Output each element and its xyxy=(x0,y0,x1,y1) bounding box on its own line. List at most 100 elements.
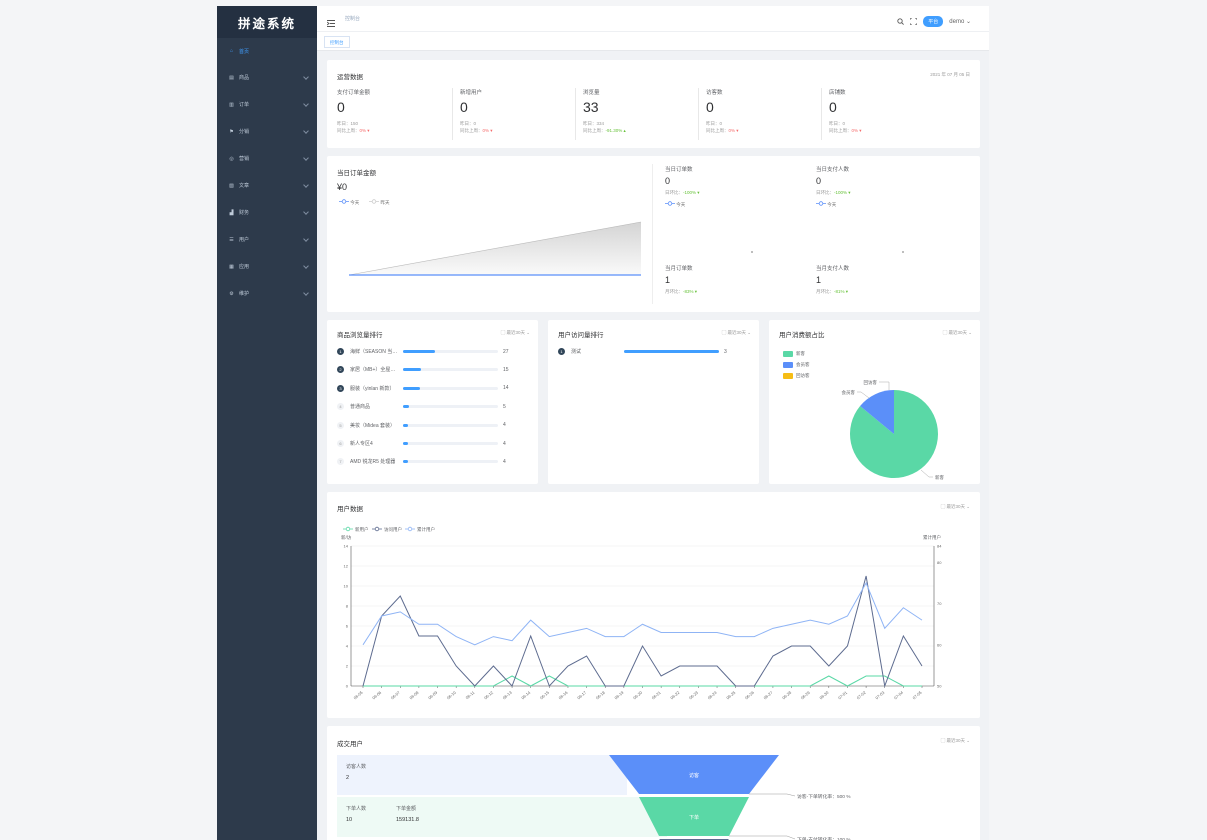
legend-yesterday-label: 昨天 xyxy=(380,200,390,205)
kpi-prev: 昨日：0 xyxy=(706,121,723,126)
chevron-down-icon xyxy=(303,236,309,242)
y-tick-left: 6 xyxy=(346,624,349,629)
orders-value: 10 xyxy=(346,817,353,823)
pie-legend-item[interactable]: 会员客 xyxy=(783,359,810,370)
sidebar-item-home[interactable]: ⌂ 首页 xyxy=(217,38,317,64)
pie-legend-item[interactable]: 回访客 xyxy=(783,370,810,381)
rank-item[interactable]: 6 新人专区4 xyxy=(337,439,400,448)
sidebar-item-app[interactable]: ▦ 应用 xyxy=(217,253,317,280)
sidebar-item-label: 财务 xyxy=(239,210,250,216)
user-data-range-select[interactable]: ▢ 最近30天 ⌄ xyxy=(940,504,970,509)
pie-slice[interactable] xyxy=(860,390,894,434)
kpi-compare-label: 同比上周： xyxy=(829,128,852,133)
rank-name: 测试 xyxy=(571,349,582,355)
metric-legend[interactable]: 今天 xyxy=(816,201,946,208)
sidebar-item-share[interactable]: ⚑ 分销 xyxy=(217,118,317,145)
rank-item[interactable]: 3 服装（yinlan 新款） xyxy=(337,384,400,393)
sidebar-item-user[interactable]: ☰ 用户 xyxy=(217,226,317,253)
rank-value: 5 xyxy=(503,403,506,410)
legend-label: 回访客 xyxy=(796,372,810,378)
x-tick-label: 06-30 xyxy=(818,689,830,700)
x-tick-label: 06-09 xyxy=(427,689,439,700)
metric-label: 当日订单数 xyxy=(665,167,693,173)
funnel-rate-2: 下单-支付转化率：100 % xyxy=(797,836,851,840)
order-icon: ▥ xyxy=(229,101,234,108)
sidebar-item-goods[interactable]: ▤ 商品 xyxy=(217,64,317,91)
search-icon[interactable] xyxy=(897,12,905,30)
kpi-change: 0% ▾ xyxy=(728,128,739,133)
legend-swatch xyxy=(783,350,793,357)
sidebar-item-article[interactable]: ▧ 文章 xyxy=(217,172,317,199)
rank-bar-fill xyxy=(403,442,408,445)
sidebar-item-order[interactable]: ▥ 订单 xyxy=(217,91,317,118)
breadcrumb[interactable]: 控制台 xyxy=(345,16,361,22)
pie-legend-item[interactable]: 新客 xyxy=(783,348,810,359)
today-area-chart xyxy=(349,221,642,276)
legend-yesterday[interactable]: 昨天 xyxy=(369,199,390,206)
x-tick-label: 06-08 xyxy=(408,689,420,700)
goods-icon: ▤ xyxy=(229,74,234,81)
sidebar-item-label: 首页 xyxy=(239,48,250,55)
x-tick-label: 06-20 xyxy=(632,689,644,700)
kpi-value: 0 xyxy=(337,99,345,115)
consume-range-select[interactable]: ▢ 最近30天 ⌄ xyxy=(942,330,972,335)
user-range-select[interactable]: ▢ 最近30天 ⌄ xyxy=(721,330,751,335)
order-amount-value: 159131.8 xyxy=(396,817,419,823)
line-legend-item[interactable]: 访问用户 xyxy=(372,526,402,533)
metric-legend[interactable]: 今天 xyxy=(665,201,795,208)
user-range-label: 最近30天 xyxy=(727,330,746,335)
pie-label-new: 新客 xyxy=(935,474,944,481)
metric-change: -100% ▾ xyxy=(834,190,851,195)
rank-item[interactable]: 4 普通商品 xyxy=(337,402,400,411)
kpi-label: 支付订单金额 xyxy=(337,90,371,96)
sidebar-item-marketing[interactable]: ◎ 营销 xyxy=(217,145,317,172)
rank-item[interactable]: 5 美妆（Midea 套装） xyxy=(337,421,400,430)
x-tick-label: 06-10 xyxy=(446,689,458,700)
funnel-range-select[interactable]: ▢ 最近30天 ⌄ xyxy=(940,738,970,743)
x-tick-label: 06-24 xyxy=(707,689,719,700)
chevron-down-icon xyxy=(303,128,309,134)
sidebar-item-settings[interactable]: ⚙ 维护 xyxy=(217,280,317,307)
legend-label: 新客 xyxy=(796,350,805,356)
kpi-prev: 昨日：150 xyxy=(337,121,359,126)
user-menu[interactable]: demo ⌄ xyxy=(949,18,971,25)
sidebar-item-finance[interactable]: ▟ 财务 xyxy=(217,199,317,226)
funnel-row-visitors: 访客人数 2 xyxy=(337,755,627,795)
rank-value: 14 xyxy=(503,385,509,392)
x-tick-label: 06-22 xyxy=(669,689,681,700)
goods-range-select[interactable]: ▢ 最近30天 ⌄ xyxy=(500,330,530,335)
line-legend-item[interactable]: 新用户 xyxy=(343,526,369,533)
rank-item[interactable]: 1 测试 xyxy=(558,347,621,356)
sidebar-item-label: 应用 xyxy=(239,264,250,270)
rank-item[interactable]: 2 家居（MB+）全屋定制 xyxy=(337,365,400,374)
user-rank-title: 用户访问量排行 xyxy=(558,332,604,339)
kpi-2: 浏览量 33 昨日：334 同比上周：-91.30% ▴ xyxy=(583,88,703,134)
tab-dashboard[interactable]: 控制台 xyxy=(324,36,350,48)
rank-item[interactable]: 7 AMD 锐龙R5 处理器 xyxy=(337,457,400,466)
rank-bar-fill xyxy=(403,405,409,409)
x-tick-label: 06-07 xyxy=(390,689,402,700)
today-amount: ¥0 xyxy=(337,182,348,192)
main-area: 控制台 平台 demo ⌄ 控制台 运营数据 2021 年 07 月 05 日 … xyxy=(317,6,989,840)
article-icon: ▧ xyxy=(229,182,234,189)
fullscreen-icon[interactable] xyxy=(909,12,918,30)
menu-fold-icon[interactable] xyxy=(326,14,335,32)
sidebar-item-label: 订单 xyxy=(239,102,250,108)
legend-today[interactable]: 今天 xyxy=(339,199,359,206)
rank-bar-track xyxy=(403,386,498,390)
rank-item[interactable]: 1 海鲜（SEASON 当季鲜货） xyxy=(337,347,400,356)
orders-label: 下单人数 xyxy=(346,806,367,812)
rank-bar-track xyxy=(403,442,498,445)
funnel-row-orders: 下单人数 10 下单金额 159131.8 xyxy=(337,797,667,837)
kpi-1: 新增用户 0 昨日：0 同比上周：0% ▾ xyxy=(460,88,580,134)
app-logo[interactable]: 拼途系统 xyxy=(217,6,317,38)
sidebar-item-label: 文章 xyxy=(239,183,250,189)
platform-badge[interactable]: 平台 xyxy=(923,15,944,27)
line-legend-item[interactable]: 累计用户 xyxy=(405,526,435,533)
kpi-change: 0% ▾ xyxy=(359,128,370,133)
x-tick-label: 06-11 xyxy=(465,689,476,700)
visitors-label: 访客人数 xyxy=(346,764,367,770)
metric-change: -100% ▾ xyxy=(683,190,700,195)
rank-name: AMD 锐龙R5 处理器 xyxy=(350,459,396,466)
